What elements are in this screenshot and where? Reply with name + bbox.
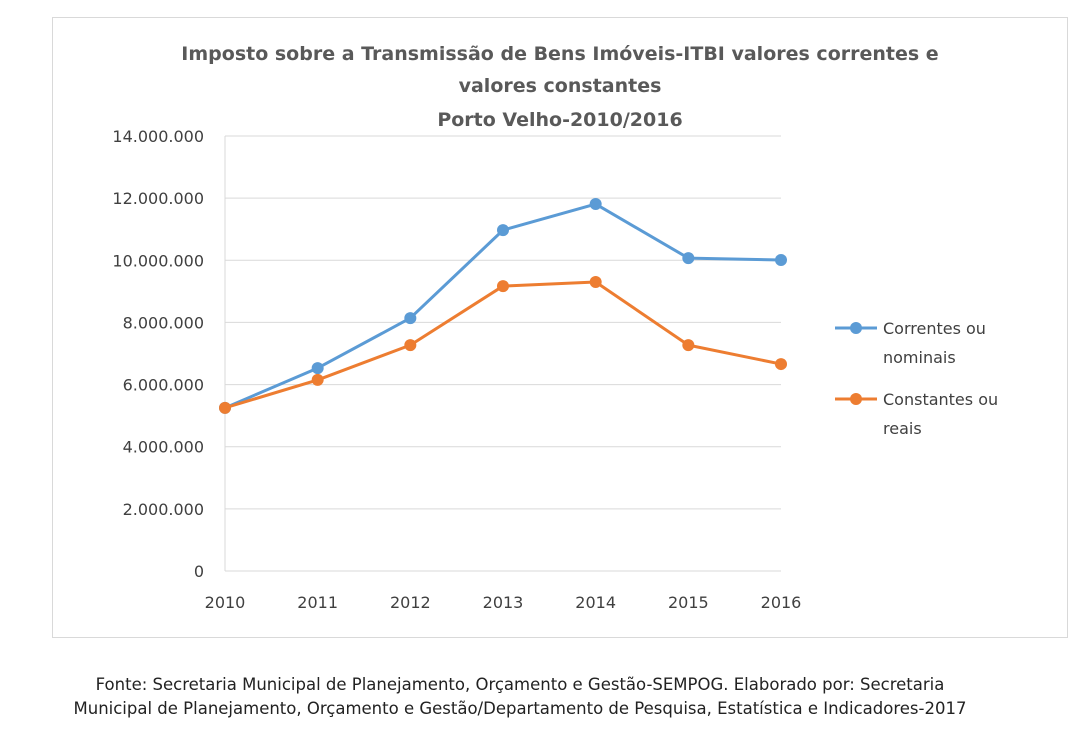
data-point bbox=[404, 339, 417, 352]
legend-marker bbox=[850, 322, 862, 334]
y-tick-label: 4.000.000 bbox=[123, 438, 204, 457]
y-tick-label: 0 bbox=[194, 562, 204, 581]
data-point bbox=[311, 362, 324, 375]
x-tick-label: 2010 bbox=[205, 593, 246, 612]
x-tick-label: 2016 bbox=[761, 593, 802, 612]
y-tick-label: 10.000.000 bbox=[112, 251, 204, 270]
series-line-1 bbox=[224, 280, 782, 410]
data-point bbox=[589, 276, 602, 289]
data-point bbox=[497, 224, 509, 237]
data-point bbox=[682, 252, 695, 265]
x-tick-label: 2014 bbox=[575, 593, 616, 612]
data-point bbox=[404, 312, 417, 325]
data-point bbox=[219, 401, 231, 414]
data-point bbox=[589, 198, 602, 211]
y-tick-label: 12.000.000 bbox=[112, 189, 204, 208]
source-note: Fonte: Secretaria Municipal de Planejame… bbox=[0, 673, 1040, 721]
x-tick-label: 2012 bbox=[390, 593, 431, 612]
chart-title-line-3: Porto Velho-2010/2016 bbox=[437, 109, 682, 131]
x-tick-label: 2013 bbox=[483, 593, 524, 612]
chart-title-line-2: valores constantes bbox=[459, 75, 662, 97]
y-tick-label: 6.000.000 bbox=[123, 376, 204, 395]
x-tick-label: 2011 bbox=[297, 593, 338, 612]
data-point bbox=[311, 373, 324, 386]
data-point bbox=[682, 339, 695, 352]
legend-label: nominais bbox=[883, 348, 956, 367]
legend-marker bbox=[850, 393, 862, 405]
source-line-2: Municipal de Planejamento, Orçamento e G… bbox=[73, 699, 967, 718]
source-line-1: Fonte: Secretaria Municipal de Planejame… bbox=[95, 675, 945, 694]
legend-label: reais bbox=[883, 419, 922, 438]
data-point bbox=[497, 280, 509, 293]
y-tick-label: 2.000.000 bbox=[123, 500, 204, 519]
data-point bbox=[775, 253, 787, 266]
line-chart: Imposto sobre a Transmissão de Bens Imóv… bbox=[112, 43, 998, 612]
legend-label: Correntes ou bbox=[883, 319, 986, 338]
legend-label: Constantes ou bbox=[883, 390, 998, 409]
chart-frame bbox=[52, 17, 1068, 638]
y-tick-label: 8.000.000 bbox=[123, 313, 204, 332]
y-tick-label: 14.000.000 bbox=[112, 127, 204, 146]
x-tick-label: 2015 bbox=[668, 593, 709, 612]
data-point bbox=[775, 358, 787, 371]
chart-title-line-1: Imposto sobre a Transmissão de Bens Imóv… bbox=[181, 43, 938, 65]
